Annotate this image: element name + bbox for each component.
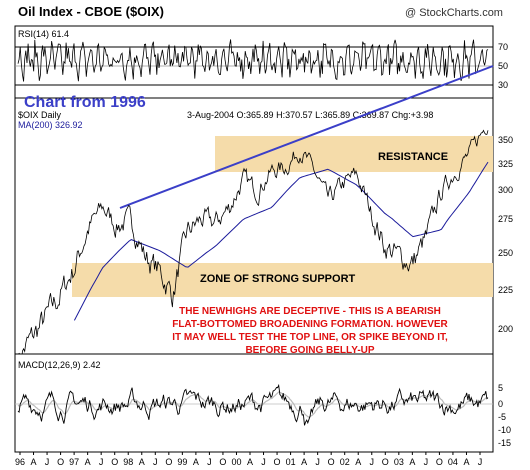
x-tick-label: J	[99, 457, 104, 467]
x-tick-label: 99	[177, 457, 187, 467]
upper-trendline	[119, 65, 494, 209]
x-tick-label: J	[315, 457, 320, 467]
x-tick-label: O	[219, 457, 226, 467]
price-tick-225: 225	[498, 285, 513, 295]
x-tick-label: O	[165, 457, 172, 467]
chart-from-label: Chart from 1996	[24, 94, 146, 111]
price-panel: $OIX Daily MA(200) 326.92 3-Aug-2004 O:3…	[14, 65, 513, 369]
x-tick-label: A	[247, 457, 253, 467]
annotation-line-1: THE NEWHIGHS ARE DECEPTIVE - THIS IS A B…	[179, 306, 441, 317]
x-tick-label: O	[274, 457, 281, 467]
x-tick-label: J	[370, 457, 375, 467]
rsi-panel: RSI(14) 61.4 70 50 30	[14, 25, 508, 99]
annotation-line-4: BEFORE GOING BELLY-UP	[245, 345, 374, 356]
resistance-zone	[215, 136, 493, 172]
annotation-line-3: IT MAY WELL TEST THE TOP LINE, OR SPIKE …	[172, 332, 448, 343]
x-tick-label: 00	[231, 457, 241, 467]
rsi-line	[17, 39, 489, 82]
x-tick-label: O	[57, 457, 64, 467]
ma-label: MA(200) 326.92	[18, 120, 83, 130]
x-tick-label: J	[478, 457, 483, 467]
x-tick-label: J	[424, 457, 429, 467]
x-tick-label: J	[45, 457, 50, 467]
resistance-label: RESISTANCE	[378, 151, 448, 163]
quote-line: 3-Aug-2004 O:365.89 H:370.57 L:365.89 C:…	[187, 110, 433, 120]
x-tick-label: A	[85, 457, 91, 467]
support-zone	[72, 263, 493, 297]
macd-panel: MACD(12,26,9) 2.42 5 0 -5 -10 -15	[14, 353, 511, 453]
x-tick-label: O	[111, 457, 118, 467]
x-tick-label: A	[409, 457, 415, 467]
x-tick-label: A	[139, 457, 145, 467]
x-tick-label: A	[193, 457, 199, 467]
x-tick-label: 96	[15, 457, 25, 467]
x-tick-label: O	[382, 457, 389, 467]
rsi-axis-50: 50	[498, 61, 508, 71]
macd-label: MACD(12,26,9) 2.42	[18, 360, 101, 370]
macd-tick-neg5: -5	[498, 412, 506, 422]
macd-tick-5: 5	[498, 383, 503, 393]
rsi-frame	[14, 25, 494, 99]
price-tick-325: 325	[498, 159, 513, 169]
x-tick-label: J	[207, 457, 212, 467]
ma200-line	[73, 161, 489, 321]
price-tick-250: 250	[498, 248, 513, 258]
price-tick-300: 300	[498, 185, 513, 195]
x-tick-label: J	[153, 457, 158, 467]
support-label: ZONE OF STRONG SUPPORT	[200, 273, 356, 285]
x-tick-label: A	[355, 457, 361, 467]
macd-tick-0: 0	[498, 399, 503, 409]
x-tick-label: A	[301, 457, 307, 467]
x-tick-label: 01	[286, 457, 296, 467]
macd-tick-neg15: -15	[498, 438, 511, 448]
x-tick-label: A	[31, 457, 37, 467]
x-tick-label: 02	[340, 457, 350, 467]
x-tick-label: A	[463, 457, 469, 467]
macd-line	[17, 383, 489, 426]
x-tick-label: J	[261, 457, 266, 467]
x-tick-label: 03	[394, 457, 404, 467]
x-tick-label: 97	[69, 457, 79, 467]
price-tick-200: 200	[498, 324, 513, 334]
annotation-line-2: FLAT-BOTTOMED BROADENING FORMATION. HOWE…	[172, 319, 448, 330]
macd-tick-neg10: -10	[498, 425, 511, 435]
price-tick-275: 275	[498, 214, 513, 224]
x-axis: 96 A J O 97 A J O 98 A J O 99 A J O 00 A J O 01 A J O 02 A J O 03 A J O…	[15, 452, 482, 467]
x-tick-label: O	[436, 457, 443, 467]
copyright-text: @ StockCharts.com	[405, 7, 503, 19]
rsi-label: RSI(14) 61.4	[18, 29, 69, 39]
price-line	[17, 129, 489, 369]
chart-title: Oil Index - CBOE ($OIX)	[18, 4, 164, 19]
rsi-axis-30: 30	[498, 80, 508, 90]
x-tick-label: 04	[448, 457, 458, 467]
x-tick-label: 98	[123, 457, 133, 467]
x-tick-label: O	[328, 457, 335, 467]
price-tick-350: 350	[498, 135, 513, 145]
symbol-label: $OIX Daily	[18, 110, 62, 120]
rsi-axis-70: 70	[498, 42, 508, 52]
